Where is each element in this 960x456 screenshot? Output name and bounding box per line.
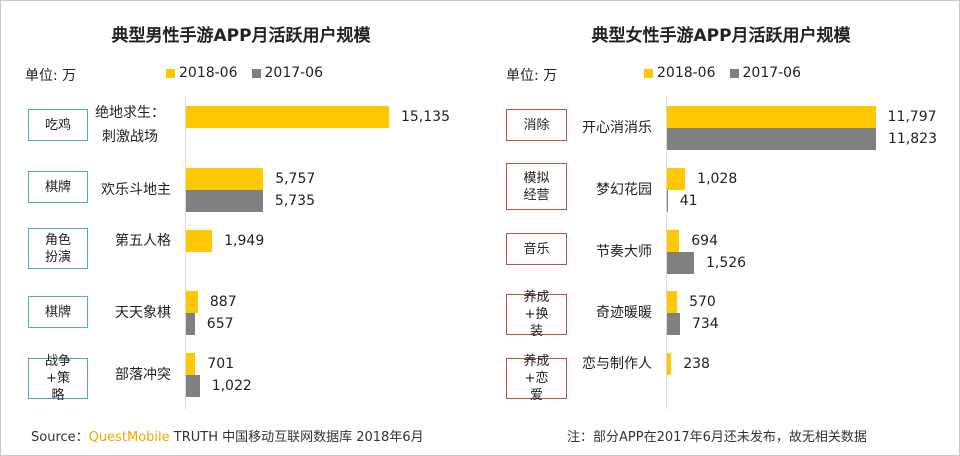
genre-tag-label: 角色扮演 bbox=[44, 232, 71, 265]
data-label: 701 bbox=[207, 356, 235, 372]
genre-tag-label: 模拟经营 bbox=[523, 170, 550, 203]
legend: 2018-06 2017-06 bbox=[644, 65, 801, 81]
data-label: 694 bbox=[691, 233, 718, 249]
genre-tag-label: 战争+策略 bbox=[44, 354, 71, 403]
legend-swatch bbox=[729, 68, 739, 78]
bar-2017-06 bbox=[667, 190, 668, 212]
chart-title: 典型女性手游APP月活跃用户规模 bbox=[591, 26, 851, 46]
legend-label: 2018-06 bbox=[657, 65, 716, 81]
axis-line bbox=[185, 97, 186, 409]
bar-2018-06 bbox=[186, 168, 264, 190]
data-label: 238 bbox=[683, 356, 710, 372]
legend-swatch bbox=[251, 68, 261, 78]
app-name: 奇迹暖暖 bbox=[596, 305, 652, 321]
genre-tag-label: 音乐 bbox=[523, 241, 550, 257]
genre-tag-label: 棋牌 bbox=[44, 179, 71, 195]
data-label: 1,022 bbox=[211, 378, 252, 394]
brand-name: QuestMobile bbox=[88, 430, 170, 445]
bar-2018-06 bbox=[667, 230, 680, 252]
bar-2018-06 bbox=[186, 106, 389, 128]
genre-tag: 养成+换装 bbox=[506, 290, 567, 339]
genre-tag-label: 棋牌 bbox=[44, 304, 71, 320]
bar-2018-06 bbox=[667, 291, 678, 313]
genre-tag-label: 吃鸡 bbox=[44, 117, 71, 133]
axis-line bbox=[666, 97, 667, 409]
bar-2018-06 bbox=[186, 230, 213, 252]
legend-item: 2017-06 bbox=[251, 65, 324, 81]
genre-tag-label: 养成+恋爱 bbox=[523, 354, 550, 403]
data-label: 5,735 bbox=[274, 193, 315, 209]
data-label: 11,797 bbox=[887, 109, 937, 125]
app-name: 梦幻花园 bbox=[596, 182, 652, 198]
data-label: 11,823 bbox=[888, 131, 937, 147]
data-label: 15,135 bbox=[401, 109, 450, 125]
unit-label: 单位: 万 bbox=[25, 68, 77, 84]
app-name: 第五人格 bbox=[115, 233, 171, 249]
genre-tag: 养成+恋爱 bbox=[506, 354, 567, 403]
data-label: 1,949 bbox=[224, 233, 265, 249]
genre-tag: 吃鸡 bbox=[28, 109, 88, 141]
bar-2017-06 bbox=[667, 128, 876, 150]
bar-2018-06 bbox=[667, 353, 672, 375]
legend-label: 2017-06 bbox=[264, 65, 324, 81]
app-name: 恋与制作人 bbox=[582, 356, 652, 372]
bar-2017-06 bbox=[186, 313, 195, 335]
source-prefix: Source： bbox=[31, 430, 89, 445]
app-name: 部落冲突 bbox=[115, 367, 171, 383]
legend-label: 2018-06 bbox=[179, 65, 238, 81]
legend-swatch bbox=[644, 68, 653, 78]
bar-2017-06 bbox=[186, 375, 200, 397]
legend-label: 2017-06 bbox=[742, 65, 802, 81]
app-name: 开心消消乐 bbox=[582, 120, 652, 136]
genre-tag: 战争+策略 bbox=[28, 354, 88, 403]
bar-2017-06 bbox=[667, 252, 694, 274]
data-label: 1,028 bbox=[697, 171, 738, 187]
genre-tag: 棋牌 bbox=[28, 296, 88, 328]
app-name: 欢乐斗地主 bbox=[101, 182, 171, 198]
legend-item: 2018-06 bbox=[166, 65, 238, 81]
data-label: 657 bbox=[206, 316, 234, 332]
legend: 2018-06 2017-06 bbox=[166, 65, 323, 81]
data-label: 734 bbox=[691, 316, 719, 332]
genre-tag: 角色扮演 bbox=[28, 228, 88, 269]
bar-2018-06 bbox=[667, 106, 876, 128]
unit-label: 单位: 万 bbox=[506, 68, 558, 84]
genre-tag-label: 消除 bbox=[523, 117, 550, 133]
genre-tag: 模拟经营 bbox=[506, 163, 567, 210]
data-label: 887 bbox=[209, 294, 237, 310]
app-name: 绝地求生：刺激战场 bbox=[95, 105, 165, 145]
genre-tag: 音乐 bbox=[506, 233, 567, 265]
legend-item: 2017-06 bbox=[729, 65, 802, 81]
data-label: 5,757 bbox=[275, 171, 316, 187]
bar-2018-06 bbox=[186, 291, 198, 313]
data-label: 570 bbox=[689, 294, 716, 310]
app-name: 天天象棋 bbox=[115, 305, 171, 321]
legend-item: 2018-06 bbox=[644, 65, 716, 81]
genre-tag: 消除 bbox=[506, 109, 567, 141]
footnote: 注：部分APP在2017年6月还未发布，故无相关数据 bbox=[567, 430, 867, 445]
source-note: Source：QuestMobile TRUTH 中国移动互联网数据库 2018… bbox=[31, 426, 424, 445]
chart-title: 典型男性手游APP月活跃用户规模 bbox=[111, 26, 371, 46]
legend-swatch bbox=[166, 68, 175, 78]
bar-2017-06 bbox=[186, 190, 263, 212]
app-name: 节奏大师 bbox=[596, 244, 652, 260]
data-label: 1,526 bbox=[705, 255, 747, 271]
bar-2017-06 bbox=[667, 313, 680, 335]
bar-2018-06 bbox=[186, 353, 196, 375]
source-rest: TRUTH 中国移动互联网数据库 2018年6月 bbox=[169, 430, 424, 445]
genre-tag: 棋牌 bbox=[28, 171, 88, 203]
data-label: 41 bbox=[679, 193, 698, 209]
bar-2018-06 bbox=[667, 168, 686, 190]
genre-tag-label: 养成+换装 bbox=[523, 290, 550, 339]
